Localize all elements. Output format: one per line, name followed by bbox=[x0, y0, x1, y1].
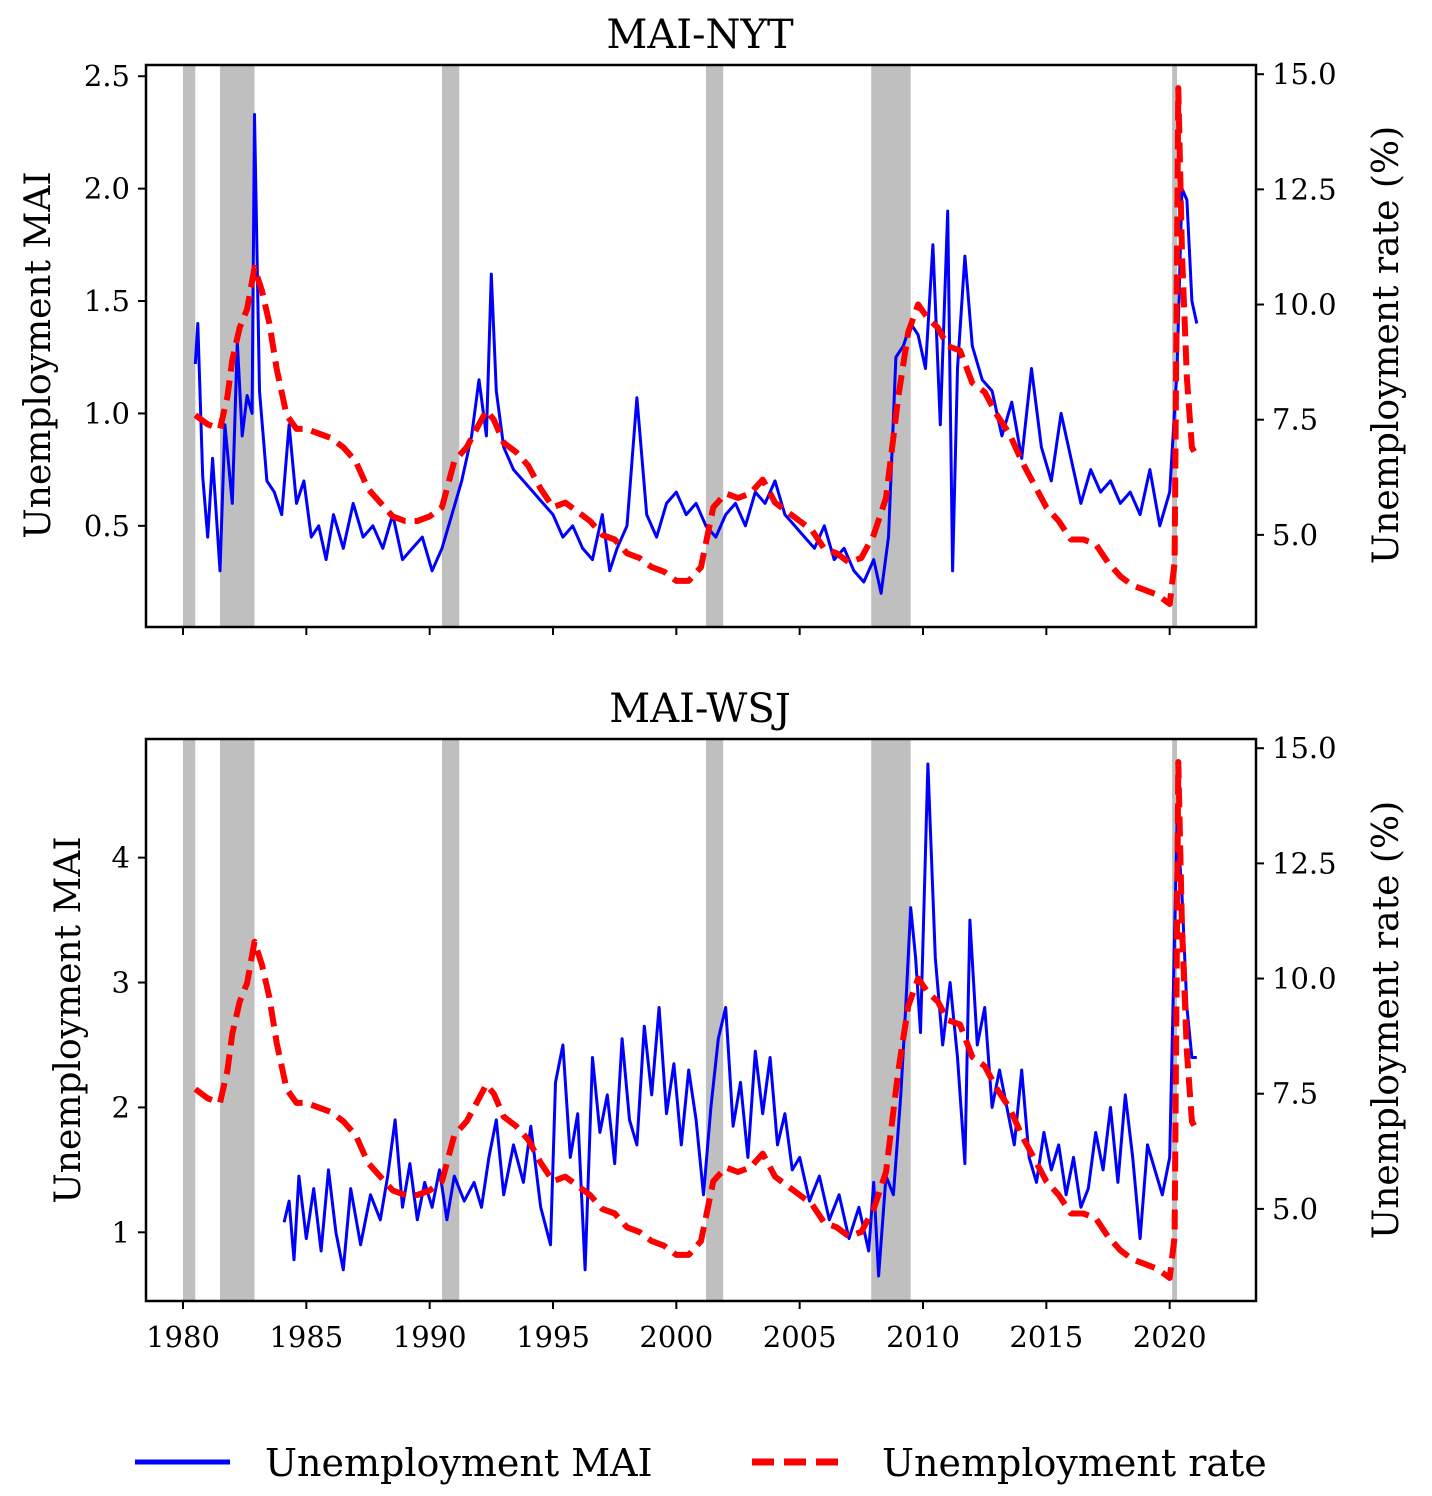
chart-panel-nyt: 0.5 1.0 1.5 2.0 2.5 5.0 7.5 10.0 12.5 15.0 MAI-NYT… bbox=[18, 12, 1407, 635]
y-axis-title-right: Unemployment rate (%) bbox=[1366, 801, 1407, 1239]
y-left-tick-label: 2 bbox=[112, 1090, 130, 1124]
y-right-tick-label: 10.0 bbox=[1272, 288, 1337, 322]
recession-band bbox=[183, 65, 196, 627]
y-right-tick-label: 15.0 bbox=[1272, 57, 1337, 91]
y-axis-title-left: Unemployment MAI bbox=[48, 836, 89, 1203]
series-line-unemployment-mai bbox=[282, 762, 1197, 1278]
legend: Unemployment MAI Unemployment rate bbox=[135, 1441, 1267, 1485]
x-tick-label: 2010 bbox=[886, 1320, 960, 1354]
x-tick-label: 2005 bbox=[763, 1320, 837, 1354]
legend-label-mai: Unemployment MAI bbox=[265, 1441, 653, 1485]
x-tick-label: 2015 bbox=[1009, 1320, 1083, 1354]
y-right-tick-label: 7.5 bbox=[1272, 403, 1318, 437]
plot-frame bbox=[144, 737, 1258, 1303]
recession-band bbox=[705, 65, 724, 627]
x-tick-label: 1980 bbox=[146, 1320, 220, 1354]
series-line-unemployment-rate bbox=[193, 759, 1200, 1281]
recession-band bbox=[220, 739, 255, 1301]
x-tick-label: 1995 bbox=[516, 1320, 590, 1354]
y-left-tick-label: 4 bbox=[112, 841, 130, 875]
y-left-tick-label: 2.5 bbox=[84, 59, 130, 93]
x-tick-label: 1990 bbox=[393, 1320, 467, 1354]
y-right-tick-label: 5.0 bbox=[1272, 518, 1318, 552]
chart-title: MAI-NYT bbox=[606, 12, 794, 58]
series-line-unemployment-mai bbox=[193, 113, 1199, 595]
y-right-tick-label: 7.5 bbox=[1272, 1077, 1318, 1111]
chart-title: MAI-WSJ bbox=[609, 686, 791, 732]
y-left-tick-label: 1.5 bbox=[84, 284, 130, 318]
y-right-tick-label: 5.0 bbox=[1272, 1192, 1318, 1226]
y-right-tick-label: 12.5 bbox=[1272, 846, 1337, 880]
recession-band bbox=[442, 739, 460, 1301]
y-left-tick-label: 1 bbox=[112, 1215, 130, 1249]
recession-band bbox=[183, 739, 196, 1301]
y-left-tick-label: 0.5 bbox=[84, 509, 130, 543]
y-right-tick-label: 10.0 bbox=[1272, 962, 1337, 996]
y-left-tick-label: 2.0 bbox=[84, 172, 130, 206]
recession-band bbox=[442, 65, 460, 627]
x-tick-label: 2020 bbox=[1133, 1320, 1207, 1354]
recession-band bbox=[705, 739, 724, 1301]
y-left-tick-label: 3 bbox=[112, 966, 130, 1000]
y-axis-title-left: Unemployment MAI bbox=[18, 171, 59, 538]
series-line-unemployment-rate bbox=[193, 85, 1200, 607]
y-left-tick-label: 1.0 bbox=[84, 396, 130, 430]
y-axis-title-right: Unemployment rate (%) bbox=[1366, 126, 1407, 564]
x-tick-label: 2000 bbox=[639, 1320, 713, 1354]
x-tick-label: 1985 bbox=[269, 1320, 343, 1354]
y-right-tick-label: 12.5 bbox=[1272, 172, 1337, 206]
plot-frame bbox=[144, 63, 1258, 629]
legend-label-rate: Unemployment rate bbox=[882, 1441, 1267, 1485]
y-right-tick-label: 15.0 bbox=[1272, 731, 1337, 765]
chart-panel-wsj: 1980 1985 1990 1995 2000 2005 2010 2015 2020 1 2 3 4… bbox=[48, 686, 1407, 1354]
